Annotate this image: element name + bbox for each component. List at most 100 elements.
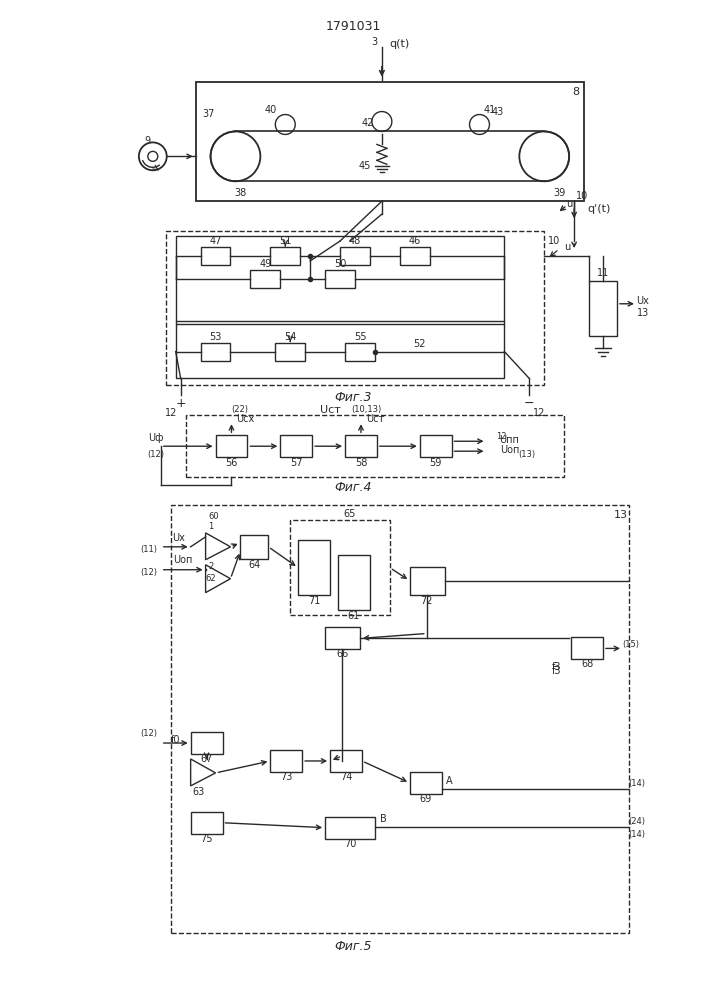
Text: 60: 60 xyxy=(209,512,219,521)
Text: u: u xyxy=(564,242,571,252)
Text: 63: 63 xyxy=(192,787,205,797)
Bar xyxy=(275,343,305,361)
Text: 39: 39 xyxy=(553,188,566,198)
Text: 52: 52 xyxy=(414,339,426,349)
Bar xyxy=(201,247,230,265)
Bar xyxy=(400,247,430,265)
Text: 8: 8 xyxy=(573,87,580,97)
Text: 47: 47 xyxy=(209,236,222,246)
Text: (10,13): (10,13) xyxy=(351,405,381,414)
Text: 12: 12 xyxy=(496,432,507,441)
Text: Uпп: Uпп xyxy=(499,435,520,445)
Text: Uх: Uх xyxy=(636,296,649,306)
Text: 1791031: 1791031 xyxy=(325,20,380,33)
Bar xyxy=(325,270,355,288)
Text: Фиг.3: Фиг.3 xyxy=(334,391,372,404)
Text: 56: 56 xyxy=(226,458,238,468)
Text: 67: 67 xyxy=(200,754,213,764)
Text: 73: 73 xyxy=(280,772,293,782)
Bar xyxy=(571,637,603,659)
Text: 71: 71 xyxy=(308,596,320,606)
Text: 37: 37 xyxy=(202,109,215,119)
Text: 62: 62 xyxy=(205,574,216,583)
Bar xyxy=(325,817,375,839)
Text: 53: 53 xyxy=(209,332,222,342)
Bar xyxy=(340,247,370,265)
Bar xyxy=(298,540,330,595)
Bar xyxy=(270,750,302,772)
Text: (24): (24) xyxy=(629,817,645,826)
Text: (12): (12) xyxy=(147,450,164,459)
Bar xyxy=(176,324,504,378)
Text: Ux: Ux xyxy=(173,533,185,543)
Text: Uст: Uст xyxy=(320,405,341,415)
Text: Фиг.4: Фиг.4 xyxy=(334,481,372,494)
Text: 46: 46 xyxy=(409,236,421,246)
Text: 48: 48 xyxy=(349,236,361,246)
Bar xyxy=(338,555,370,610)
Text: A: A xyxy=(446,776,453,786)
Text: 12: 12 xyxy=(533,408,546,418)
Text: Uст: Uст xyxy=(366,414,384,424)
Text: 10: 10 xyxy=(576,191,588,201)
Text: 45: 45 xyxy=(358,161,371,171)
Text: 38: 38 xyxy=(234,188,247,198)
Text: 69: 69 xyxy=(419,794,432,804)
Text: Uсх: Uсх xyxy=(236,414,255,424)
Bar xyxy=(165,231,544,385)
Bar xyxy=(345,435,377,457)
Text: f0: f0 xyxy=(171,735,180,745)
Text: 58: 58 xyxy=(355,458,367,468)
Bar xyxy=(216,435,247,457)
Text: 55: 55 xyxy=(354,332,366,342)
Text: 1: 1 xyxy=(208,522,214,531)
Bar xyxy=(291,520,390,615)
Text: Uоп: Uоп xyxy=(173,555,192,565)
Text: Uф: Uф xyxy=(148,433,163,443)
Bar xyxy=(196,82,584,201)
Text: 42: 42 xyxy=(362,118,374,128)
Text: (12): (12) xyxy=(140,729,157,738)
Bar xyxy=(176,236,504,321)
Text: 64: 64 xyxy=(248,560,260,570)
Text: 57: 57 xyxy=(290,458,303,468)
Text: 66: 66 xyxy=(336,649,348,659)
Text: 74: 74 xyxy=(340,772,352,782)
Text: 61: 61 xyxy=(348,611,360,621)
Text: f3: f3 xyxy=(551,662,561,672)
Bar xyxy=(240,535,269,559)
Bar xyxy=(250,270,280,288)
Bar xyxy=(170,505,629,933)
Text: B: B xyxy=(380,814,386,824)
Bar xyxy=(410,772,442,794)
Text: 65: 65 xyxy=(344,509,356,519)
Text: 49: 49 xyxy=(259,259,271,269)
Text: 59: 59 xyxy=(429,458,442,468)
Text: −: − xyxy=(524,397,534,410)
Text: 12: 12 xyxy=(165,408,177,418)
Text: 11: 11 xyxy=(597,268,609,278)
Text: (14): (14) xyxy=(629,830,645,839)
Text: 68: 68 xyxy=(581,659,593,669)
Text: 41: 41 xyxy=(484,105,496,115)
Text: (22): (22) xyxy=(231,405,248,414)
Text: 54: 54 xyxy=(284,332,296,342)
Text: (11): (11) xyxy=(140,545,157,554)
Text: 43: 43 xyxy=(491,107,503,117)
Text: 40: 40 xyxy=(264,105,276,115)
Bar xyxy=(325,627,360,649)
Text: Uоп: Uоп xyxy=(500,445,519,455)
Bar xyxy=(420,435,452,457)
Bar xyxy=(345,343,375,361)
Text: (14): (14) xyxy=(629,779,645,788)
Bar xyxy=(410,567,445,595)
Bar xyxy=(201,343,230,361)
Text: (15): (15) xyxy=(622,640,639,649)
Text: 10: 10 xyxy=(548,236,561,246)
Text: 3: 3 xyxy=(371,37,377,47)
Text: f3: f3 xyxy=(551,666,561,676)
Bar xyxy=(270,247,300,265)
Text: 13: 13 xyxy=(637,308,649,318)
Text: (12): (12) xyxy=(140,568,157,577)
Bar xyxy=(330,750,362,772)
